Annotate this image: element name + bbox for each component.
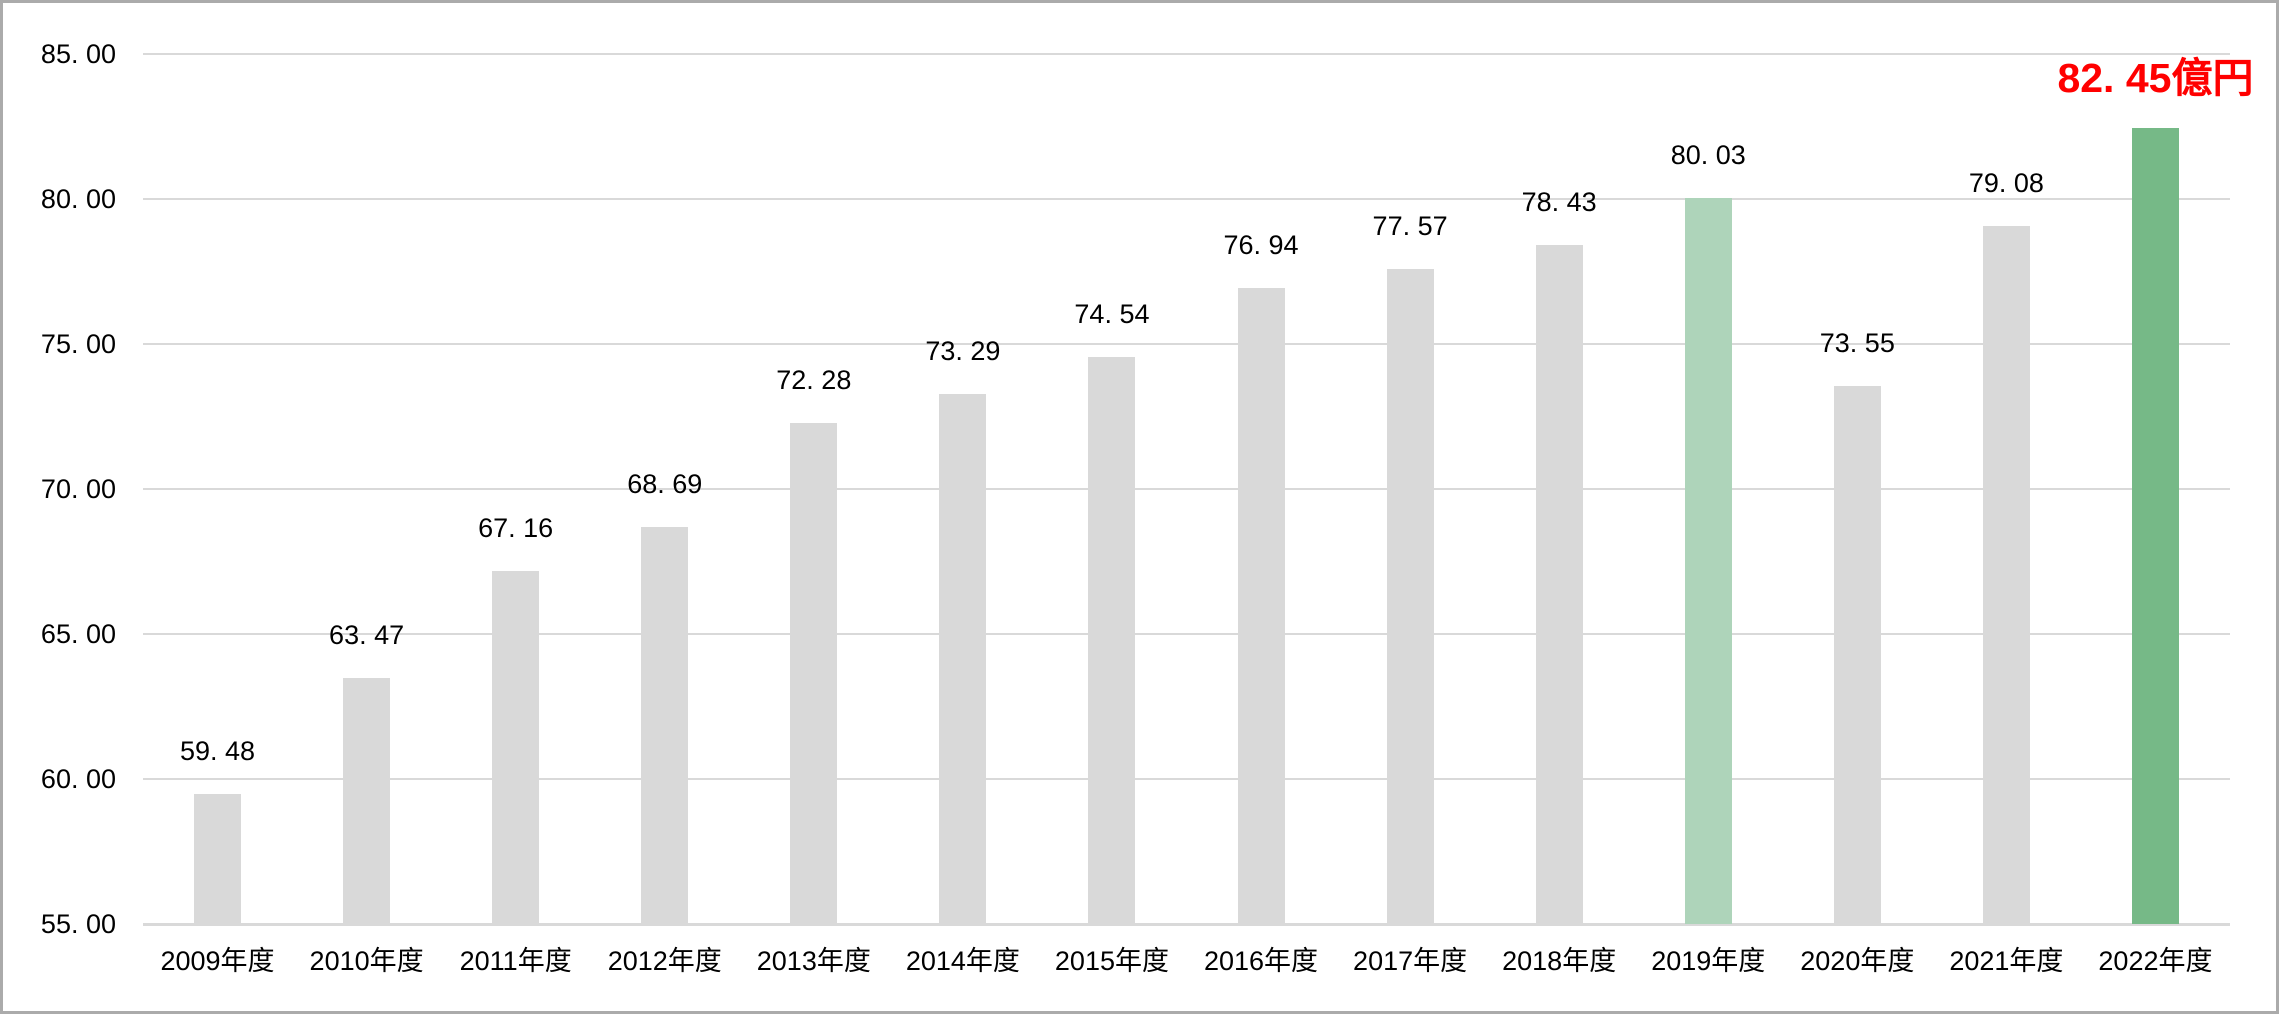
x-axis-baseline	[143, 923, 2230, 926]
bar-2011	[492, 571, 540, 924]
y-axis-tick-label: 55. 00	[40, 909, 116, 939]
y-axis-tick-label: 60. 00	[40, 764, 116, 794]
gridline	[143, 778, 2230, 780]
gridline	[143, 198, 2230, 200]
value-label: 79. 08	[1968, 167, 2044, 198]
bar-2022	[2131, 127, 2179, 924]
category-label: 2009年度	[160, 946, 275, 976]
value-label: 59. 48	[179, 736, 256, 767]
bar-2019	[1684, 198, 1732, 924]
value-label: 73. 29	[925, 335, 1001, 366]
value-label: 73. 55	[1819, 328, 1895, 359]
bar-2012	[641, 526, 689, 924]
bar-2014	[939, 393, 987, 924]
category-label: 2022年度	[2098, 946, 2213, 976]
value-label: 78. 43	[1521, 186, 1597, 217]
category-label: 2016年度	[1203, 946, 1319, 976]
bar-2017	[1386, 269, 1434, 924]
category-label: 2011年度	[459, 946, 572, 976]
y-axis-tick-label: 80. 00	[40, 184, 116, 214]
value-label: 77. 57	[1372, 211, 1448, 242]
bar-2021	[1982, 225, 2030, 924]
category-label: 2021年度	[1949, 946, 2064, 976]
bar-2010	[343, 678, 391, 924]
bar-2015	[1088, 357, 1136, 924]
gridline	[143, 633, 2230, 635]
gridline	[143, 343, 2230, 345]
category-label: 2012年度	[607, 946, 722, 976]
y-axis-tick-label: 75. 00	[40, 329, 116, 359]
category-label: 2014年度	[905, 946, 1020, 976]
value-label: 72. 28	[776, 364, 852, 395]
y-axis-tick-label: 65. 00	[40, 619, 116, 649]
y-axis-tick-label: 85. 00	[40, 39, 116, 69]
category-label: 2019年度	[1651, 946, 1766, 976]
category-label: 2015年度	[1054, 946, 1169, 976]
gridline	[143, 488, 2230, 490]
value-label: 63. 47	[329, 620, 405, 651]
value-label: 74. 54	[1074, 299, 1150, 330]
bar-2016	[1237, 287, 1285, 924]
bar-2009	[194, 794, 242, 924]
gridline	[143, 53, 2230, 55]
value-label: 68. 69	[627, 468, 703, 499]
category-label: 2013年度	[756, 946, 871, 976]
bar-2018	[1535, 244, 1583, 924]
bar-2020	[1833, 386, 1881, 924]
category-label: 2010年度	[309, 946, 424, 976]
bar-2013	[790, 422, 838, 924]
category-label: 2020年度	[1800, 946, 1915, 976]
emphasized-value-label: 82. 45億円	[2057, 54, 2254, 101]
category-label: 2017年度	[1353, 946, 1468, 976]
value-label: 76. 94	[1223, 229, 1299, 260]
category-label: 2018年度	[1502, 946, 1617, 976]
value-label: 67. 16	[478, 513, 554, 544]
value-label: 80. 03	[1670, 140, 1746, 171]
y-axis-tick-label: 70. 00	[40, 474, 116, 504]
